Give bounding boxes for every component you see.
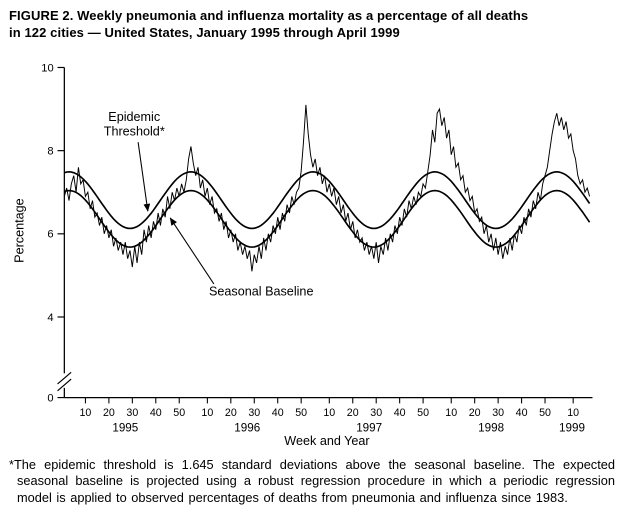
figure-title-line2: in 122 cities — United States, January 1… [9, 25, 400, 41]
x-tick-label: 20 [103, 407, 115, 419]
y-tick-label: 10 [41, 63, 53, 75]
x-tick-label: 20 [225, 407, 237, 419]
x-tick-label: 50 [539, 407, 551, 419]
x-tick-label: 10 [80, 407, 92, 419]
x-tick-label: 10 [445, 407, 457, 419]
figure-footnote: *The epidemic threshold is 1.645 standar… [9, 457, 615, 505]
year-label: 1996 [234, 422, 260, 435]
year-label: 1998 [478, 422, 504, 435]
pi-mortality-chart: 0 4 6 8 10 10 20 30 40 50 1995 10 20 30 40 50 1996 10 20 30… [13, 63, 593, 448]
x-tick-label: 10 [323, 407, 335, 419]
y-tick-label: 0 [47, 393, 53, 405]
figure-title-line1: FIGURE 2. Weekly pneumonia and influenza… [9, 8, 529, 23]
x-tick-label: 50 [295, 407, 307, 419]
axis-break-mask [57, 373, 72, 389]
x-tick-label: 10 [201, 407, 213, 419]
x-tick-label: 30 [492, 407, 504, 419]
x-tick-label: 40 [516, 407, 528, 419]
axis-break-slash [57, 372, 72, 385]
y-tick-label: 6 [47, 229, 53, 241]
axis-break-slash [57, 378, 72, 392]
y-tick-label: 4 [47, 312, 53, 324]
x-tick-label: 40 [272, 407, 284, 419]
x-tick-label: 20 [469, 407, 481, 419]
epidemic-threshold-curve [64, 171, 591, 230]
seasonal-baseline-arrow [169, 217, 215, 285]
x-tick-label: 40 [394, 407, 406, 419]
x-tick-label: 30 [126, 407, 138, 419]
year-label: 1999 [559, 422, 585, 435]
epidemic-threshold-annotation: Threshold* [104, 125, 165, 139]
year-label: 1997 [356, 422, 382, 435]
observed-mortality-line [63, 105, 591, 272]
x-tick-label: 30 [370, 407, 382, 419]
x-tick-label: 50 [173, 407, 185, 419]
figure-title: FIGURE 2. Weekly pneumonia and influenza… [9, 7, 609, 41]
seasonal-baseline-annotation: Seasonal Baseline [209, 285, 313, 299]
x-axis-title: Week and Year [284, 434, 369, 448]
x-tick-label: 40 [150, 407, 162, 419]
x-tick-label: 30 [248, 407, 260, 419]
figure-page: FIGURE 2. Weekly pneumonia and influenza… [9, 7, 615, 505]
x-tick-label: 20 [347, 407, 359, 419]
y-axis-title: Percentage [13, 199, 27, 264]
epidemic-threshold-annotation: Epidemic [108, 110, 160, 124]
epidemic-threshold-arrow [137, 142, 151, 212]
x-tick-label: 50 [417, 407, 429, 419]
y-tick-label: 8 [47, 146, 53, 158]
x-tick-label: 10 [567, 407, 579, 419]
year-label: 1995 [112, 422, 138, 435]
